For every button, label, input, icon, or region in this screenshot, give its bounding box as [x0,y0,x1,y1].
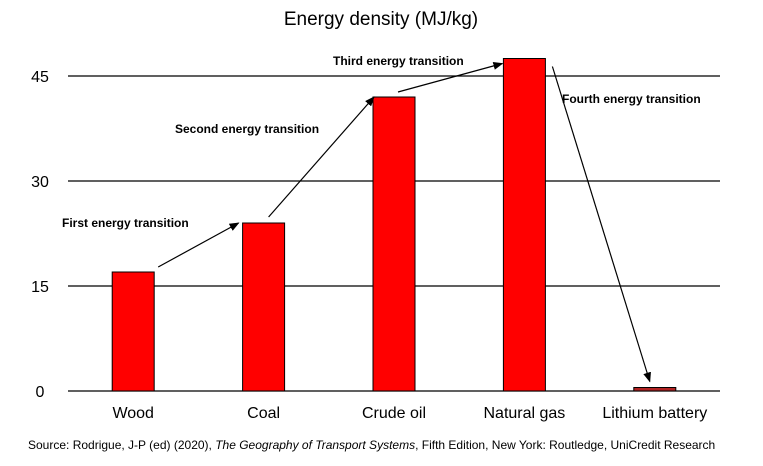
x-tick-label: Natural gas [483,405,565,422]
y-tick-label: 45 [31,69,49,86]
x-tick-label: Crude oil [362,405,426,422]
transition-label-4: Fourth energy transition [562,92,701,106]
transition-label-2: Second energy transition [175,122,319,136]
bar-coal [242,222,286,392]
source-note: Source: Rodrigue, J-P (ed) (2020), The G… [28,438,715,452]
transition-arrow-3 [397,62,504,93]
y-axis-ticks: 0 15 30 45 [31,69,49,401]
x-axis-labels: Wood Coal Crude oil Natural gas Lithium batt… [112,405,707,422]
source-suffix: , Fifth Edition, New York: Routledge, Un… [415,438,716,452]
transition-arrow-2 [268,96,375,218]
transition-label-1: First energy transition [62,216,189,230]
y-tick-label: 30 [31,174,49,191]
bars [111,58,677,392]
bar-natural-gas [502,58,546,392]
x-tick-label: Wood [112,405,154,422]
x-tick-label: Lithium battery [602,405,707,422]
chart-title: Energy density (MJ/kg) [284,9,478,30]
bar-lithium-battery [633,387,677,392]
y-tick-label: 15 [31,279,49,296]
source-book-title: The Geography of Transport Systems [215,438,416,452]
bar-wood [111,271,155,392]
y-tick-label: 0 [36,384,45,401]
annotations: First energy transition Second energy tra… [62,54,701,383]
x-tick-label: Coal [247,405,280,422]
source-prefix: Source: Rodrigue, J-P (ed) (2020), [28,438,216,452]
bar-crude-oil [372,96,416,392]
transition-label-3: Third energy transition [333,54,464,68]
transition-arrow-1 [157,222,240,268]
transition-arrow-4 [551,66,651,383]
